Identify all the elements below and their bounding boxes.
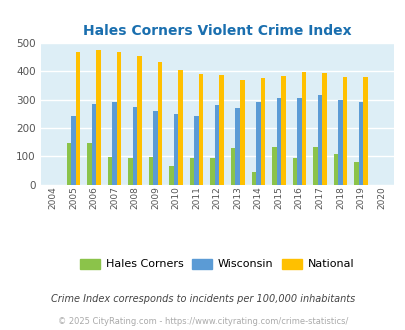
Bar: [132, 107, 137, 185]
Bar: [194, 116, 198, 185]
Bar: [271, 147, 276, 185]
Bar: [214, 105, 219, 185]
Bar: [296, 98, 301, 185]
Bar: [210, 158, 214, 185]
Text: Crime Index corresponds to incidents per 100,000 inhabitants: Crime Index corresponds to incidents per…: [51, 294, 354, 304]
Bar: [107, 157, 112, 185]
Bar: [235, 108, 239, 185]
Bar: [280, 76, 285, 185]
Bar: [178, 70, 183, 185]
Bar: [190, 158, 194, 185]
Bar: [149, 157, 153, 185]
Title: Hales Corners Violent Crime Index: Hales Corners Violent Crime Index: [83, 23, 351, 38]
Bar: [239, 81, 244, 185]
Bar: [198, 74, 203, 185]
Bar: [92, 104, 96, 185]
Text: © 2025 CityRating.com - https://www.cityrating.com/crime-statistics/: © 2025 CityRating.com - https://www.city…: [58, 317, 347, 326]
Bar: [112, 102, 117, 185]
Bar: [158, 62, 162, 185]
Bar: [362, 77, 367, 185]
Bar: [137, 56, 141, 185]
Bar: [75, 52, 80, 185]
Bar: [117, 52, 121, 185]
Bar: [321, 73, 326, 185]
Bar: [256, 102, 260, 185]
Bar: [153, 111, 158, 185]
Bar: [337, 100, 342, 185]
Bar: [276, 98, 280, 185]
Bar: [251, 172, 256, 185]
Bar: [333, 154, 337, 185]
Legend: Hales Corners, Wisconsin, National: Hales Corners, Wisconsin, National: [75, 254, 358, 274]
Bar: [173, 114, 178, 185]
Bar: [87, 143, 92, 185]
Bar: [342, 77, 346, 185]
Bar: [66, 143, 71, 185]
Bar: [358, 102, 362, 185]
Bar: [301, 72, 305, 185]
Bar: [169, 166, 173, 185]
Bar: [71, 115, 75, 185]
Bar: [219, 75, 224, 185]
Bar: [312, 147, 317, 185]
Bar: [353, 161, 358, 185]
Bar: [292, 158, 296, 185]
Bar: [128, 158, 132, 185]
Bar: [317, 95, 321, 185]
Bar: [230, 148, 235, 185]
Bar: [260, 78, 264, 185]
Bar: [96, 50, 100, 185]
